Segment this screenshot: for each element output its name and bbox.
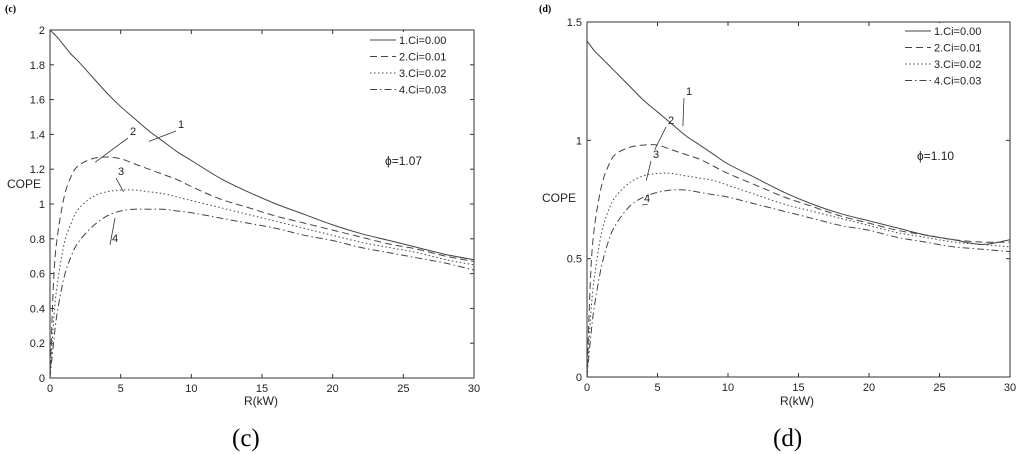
curve-number-label: 3 [653, 149, 659, 161]
curve-number-label: 1 [686, 86, 692, 98]
curve-number-label: 2 [668, 115, 674, 127]
y-tick-label: 1.8 [30, 60, 45, 72]
x-tick-label: 10 [185, 383, 197, 395]
curve-number-label: 4 [644, 193, 650, 205]
curve-number-label: 3 [118, 166, 124, 178]
legend-label-4: 4.Ci=0.03 [934, 76, 981, 88]
x-tick-label: 30 [468, 383, 480, 395]
y-tick-label: 2 [39, 25, 45, 37]
x-tick-label: 30 [1004, 382, 1016, 394]
curve-leader-line [94, 137, 129, 163]
y-tick-label: 0 [576, 372, 582, 384]
series-line-1 [49, 29, 475, 261]
y-tick-label: 1 [39, 199, 45, 211]
series-line-3 [586, 172, 1011, 378]
series-line-4 [49, 208, 475, 379]
x-tick-label: 15 [792, 382, 804, 394]
x-tick-label: 5 [654, 382, 660, 394]
legend-label-2: 2.Ci=0.01 [934, 43, 981, 55]
legend-box [364, 32, 460, 102]
phi-annotation-c: ϕ=1.07 [385, 154, 422, 168]
y-tick-label: 0.6 [30, 269, 45, 281]
curve-number-label: 1 [178, 119, 184, 131]
x-tick-label: 20 [863, 382, 875, 394]
panel-letter-d: (d) [539, 4, 551, 15]
legend-label-4: 4.Ci=0.03 [399, 85, 446, 97]
y-tick-label: 1.6 [30, 95, 45, 107]
chart-panel-c: (c) (c) ϕ=1.07 COPE R(kW) 0 5 10 15 20 25 30 0 0… [5, 4, 480, 452]
y-axis-label-d: COPE [542, 191, 576, 205]
legend-label-1: 1.Ci=0.00 [399, 35, 446, 47]
x-tick-label: 25 [397, 383, 409, 395]
curve-leader-line [682, 97, 685, 127]
y-tick-label: 1.5 [567, 17, 582, 29]
y-tick-label: 1.2 [30, 164, 45, 176]
legend-label-2: 2.Ci=0.01 [399, 52, 446, 64]
curve-leader-line [641, 203, 648, 206]
series-line-2 [586, 144, 1011, 378]
y-axis-label-c: COPE [7, 177, 41, 191]
y-tick-label: 0 [39, 373, 45, 385]
panel-letter-c: (c) [5, 4, 16, 15]
phi-annotation-d: ϕ=1.10 [917, 149, 954, 163]
curve-number-label: 2 [130, 126, 136, 138]
series-line-4 [586, 189, 1011, 378]
y-tick-label: 1.4 [30, 129, 45, 141]
series-line-1 [586, 40, 1011, 245]
panel-caption-c: (c) [232, 425, 260, 452]
legend-box [899, 23, 997, 93]
y-tick-label: 0.5 [567, 254, 582, 266]
curve-leader-line [115, 177, 124, 193]
chart-panel-d: (d) (d) ϕ=1.10 COPE R(kW) 0 5 10 15 20 25 30 0 0… [539, 4, 1016, 452]
y-tick-label: 0.4 [30, 303, 45, 315]
y-tick-label: 1 [576, 135, 582, 147]
x-axis-label-d: R(kW) [780, 394, 814, 408]
series-line-3 [49, 189, 475, 379]
y-tick-label: 0.8 [30, 234, 45, 246]
curve-leader-line [654, 126, 667, 150]
x-axis-label-c: R(kW) [244, 394, 278, 408]
x-tick-label: 15 [256, 383, 268, 395]
x-tick-label: 20 [327, 383, 339, 395]
curve-leader-line [148, 130, 177, 142]
series-line-2 [49, 156, 475, 379]
x-tick-label: 5 [118, 383, 124, 395]
x-tick-label: 10 [722, 382, 734, 394]
x-tick-label: 0 [584, 382, 590, 394]
curve-leader-line [645, 160, 652, 181]
curve-number-label: 4 [112, 233, 118, 245]
legend-label-3: 3.Ci=0.02 [934, 59, 981, 71]
legend-label-1: 1.Ci=0.00 [934, 26, 981, 38]
y-tick-label: 0.2 [30, 338, 45, 350]
x-tick-label: 25 [933, 382, 945, 394]
panel-caption-d: (d) [773, 425, 802, 452]
curve-leader-line [109, 217, 116, 246]
x-tick-label: 0 [47, 383, 53, 395]
legend-label-3: 3.Ci=0.02 [399, 68, 446, 80]
